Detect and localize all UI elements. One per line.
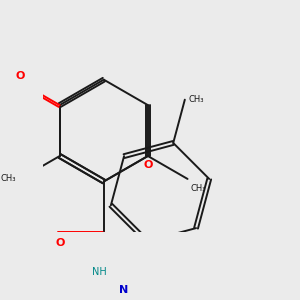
Text: CH₃: CH₃ [189, 95, 204, 104]
Text: N: N [119, 286, 129, 296]
Text: CH₃: CH₃ [190, 184, 206, 193]
Text: O: O [143, 160, 153, 170]
Text: O: O [16, 71, 25, 81]
Text: CH₃: CH₃ [1, 174, 16, 183]
Text: O: O [56, 238, 65, 248]
Text: NH: NH [92, 267, 107, 277]
